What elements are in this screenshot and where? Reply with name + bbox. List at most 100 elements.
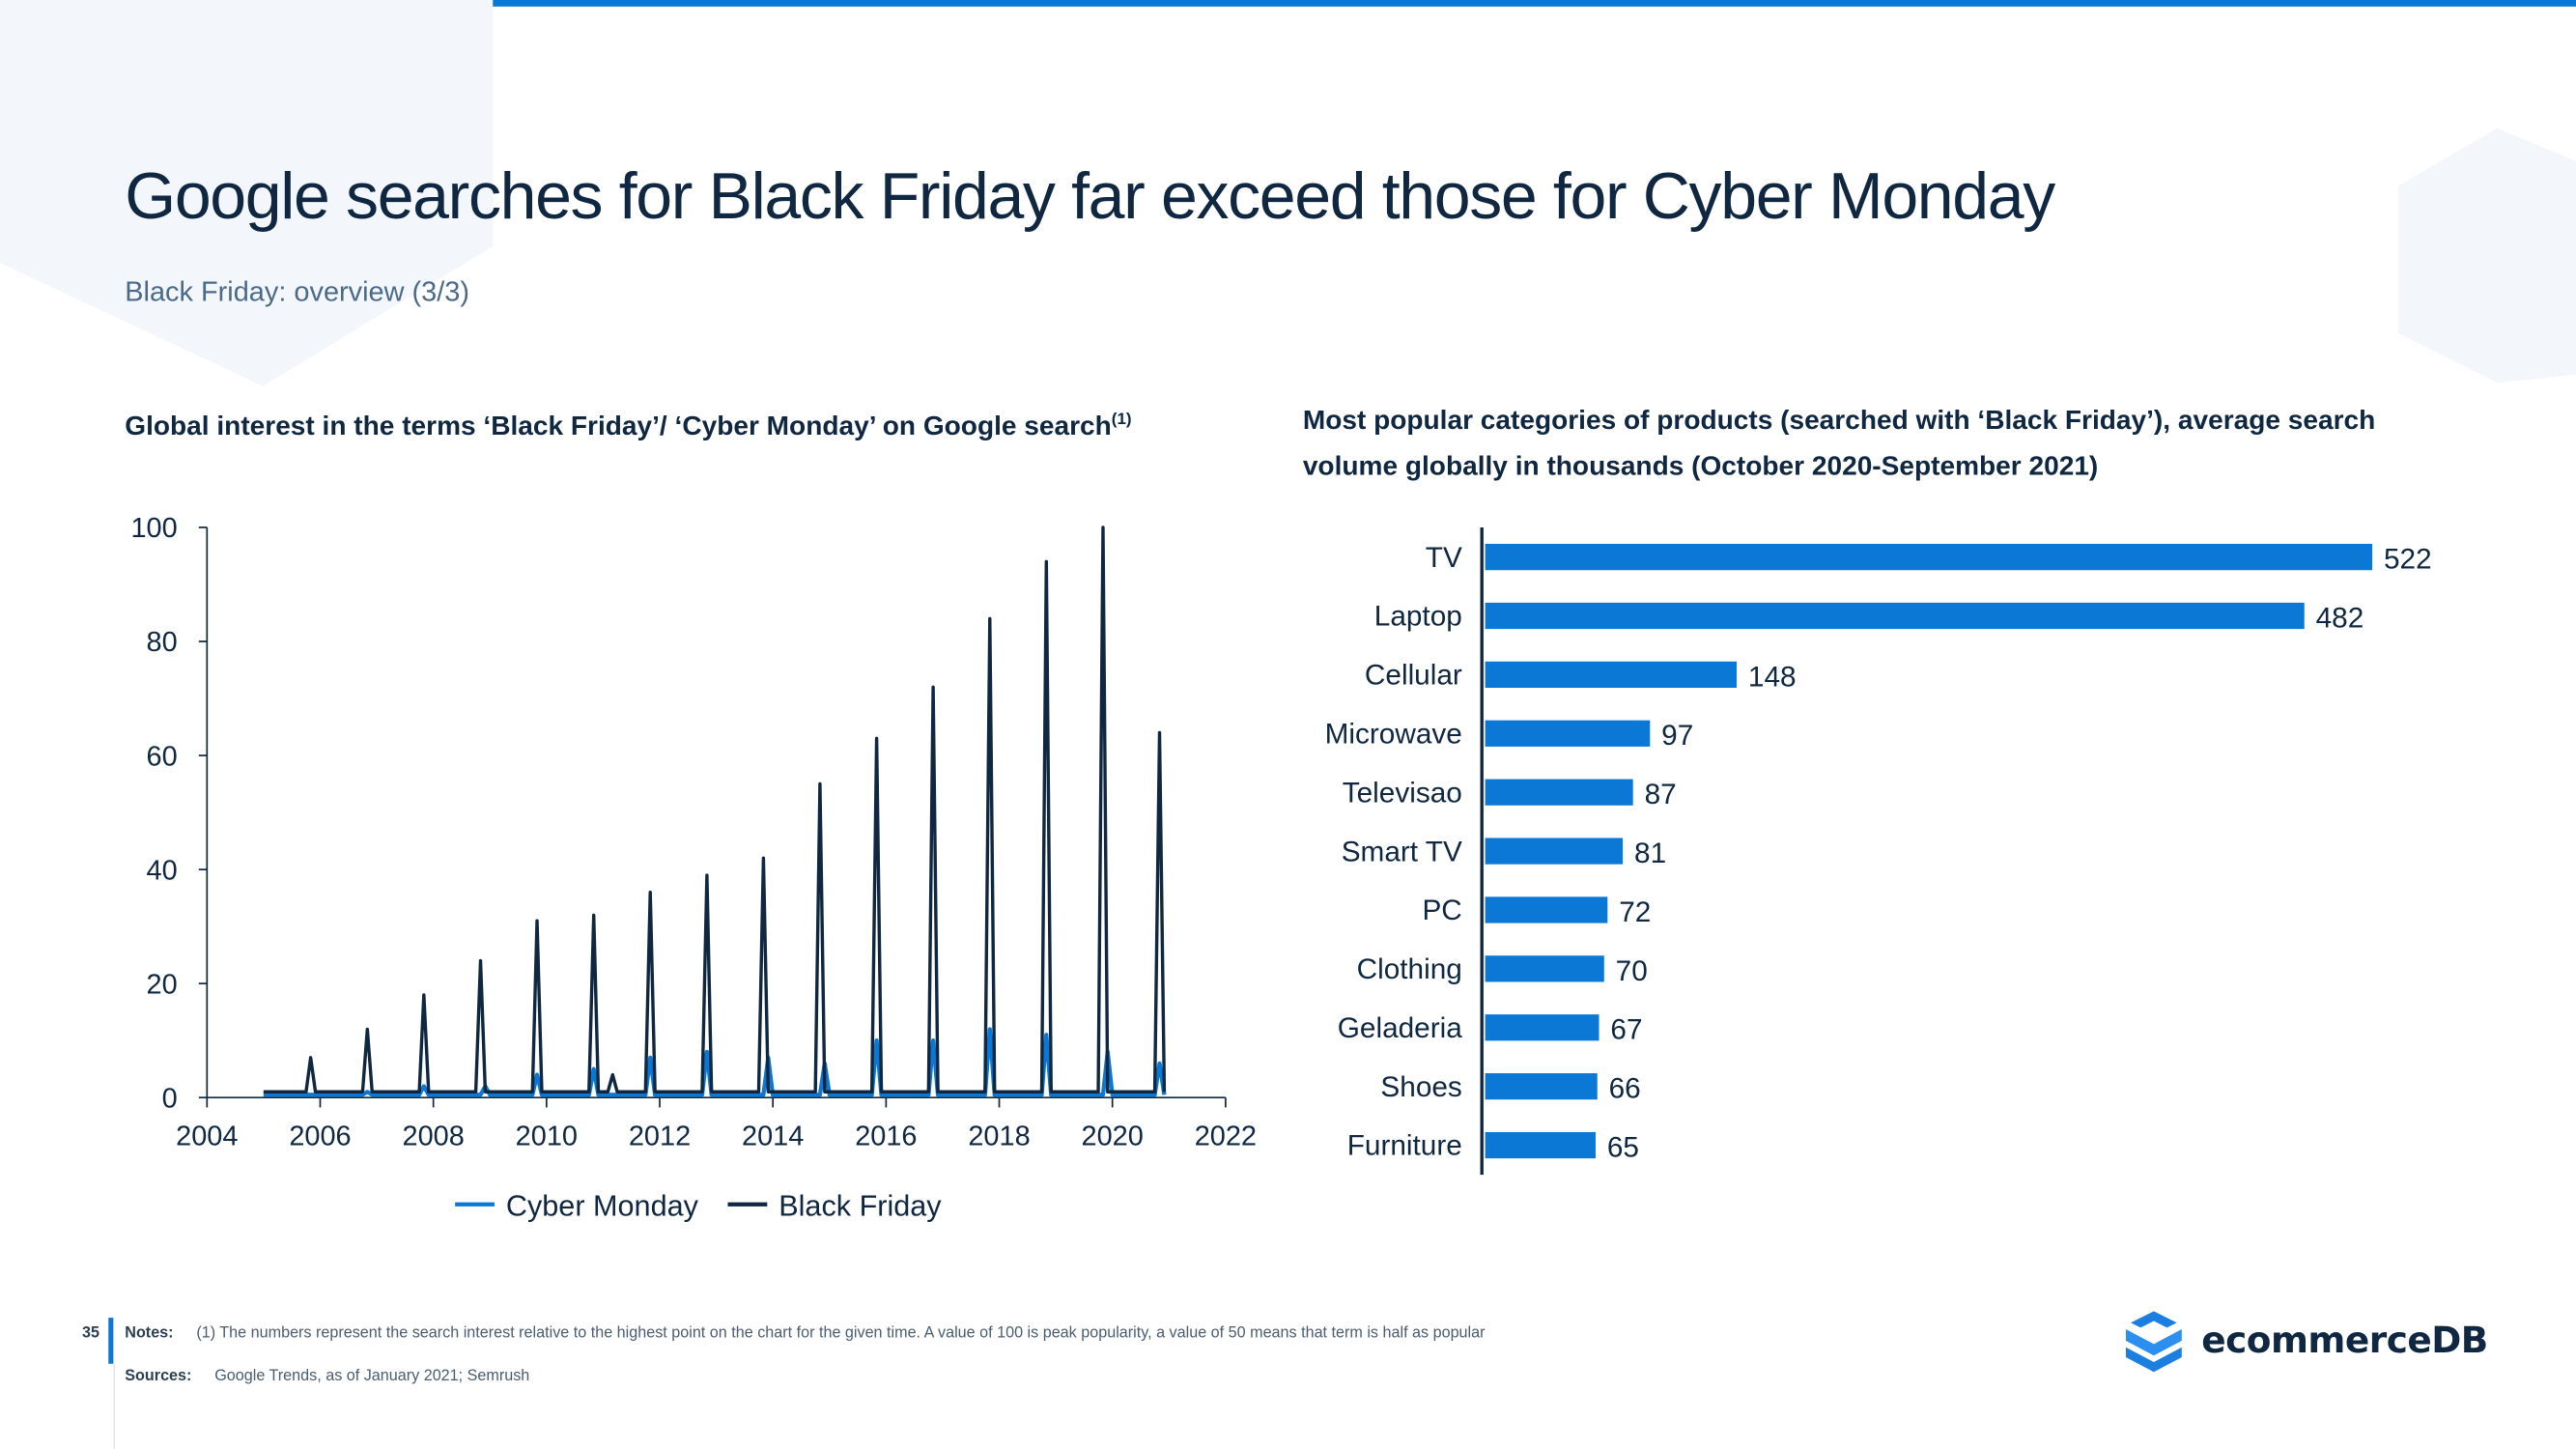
data-point [535,919,539,923]
page-subtitle: Black Friday: overview (3/3) [125,275,470,308]
data-point [875,737,878,740]
data-label: 70 [1616,955,1648,987]
data-point [592,1067,596,1071]
data-label: 66 [1609,1073,1641,1105]
category-label: Geladeria [1338,1012,1462,1044]
category-label: Furniture [1347,1130,1462,1162]
data-label: 87 [1645,779,1677,810]
notes: Notes: (1) The numbers represent the sear… [125,1324,1485,1343]
data-point [648,891,652,895]
series-line-cyber-monday [263,1027,1167,1097]
sources: Sources: Google Trends, as of January 202… [125,1367,529,1385]
data-point [422,1085,426,1088]
page-marker [108,1318,114,1364]
data-label: 148 [1748,661,1797,693]
category-label: Microwave [1325,718,1462,750]
x-tick-label: 2012 [629,1122,691,1152]
data-point [1044,1033,1048,1037]
x-tick-label: 2008 [403,1122,465,1152]
category-label: Laptop [1374,601,1462,633]
bar-furniture [1485,1131,1596,1159]
data-label: 522 [2384,544,2432,576]
bar-televisao [1485,779,1633,806]
y-tick-label: 60 [147,741,178,772]
background-hexagon [0,0,494,386]
data-point [1158,1062,1161,1065]
data-point [365,1028,369,1031]
series-line-black-friday [263,526,1167,1094]
category-label: PC [1422,895,1461,926]
footnote-marker: (1) [1111,411,1132,429]
x-tick-label: 2022 [1195,1122,1257,1152]
y-tick-label: 20 [147,969,178,1000]
line-chart-title: Global interest in the terms ‘Black Frid… [125,398,1131,450]
y-tick-label: 40 [147,855,178,886]
data-label: 81 [1634,838,1666,869]
data-point [875,1038,878,1042]
y-tick-label: 80 [147,627,178,658]
top-accent-bar [0,0,2576,7]
data-point [818,782,822,785]
line-chart: 0 20 40 60 80 100 2004 2006 2008 2010 2012 2014 2016… [130,513,1257,1223]
x-tick-label: 2004 [176,1122,238,1152]
bar-cellular [1485,661,1738,688]
data-label: 482 [2316,602,2364,634]
notes-text: (1) The numbers represent the search int… [196,1323,1486,1343]
category-label: Televisao [1343,777,1462,809]
bar-clothing [1485,955,1604,982]
sources-label: Sources: [125,1367,192,1385]
x-tick-label: 2014 [742,1122,804,1152]
x-tick-label: 2010 [516,1122,578,1152]
logo-icon [2125,1311,2182,1373]
bar-smart-tv [1485,838,1624,865]
bar-laptop [1485,602,2305,630]
data-label: 67 [1610,1014,1642,1046]
sources-text: Google Trends, as of January 2021; Semru… [214,1367,530,1385]
data-point [988,1028,992,1031]
data-point [1101,526,1105,529]
data-point [931,685,935,689]
category-label: Smart TV [1342,836,1462,867]
x-tick-label: 2018 [968,1122,1030,1152]
x-tick-label: 2016 [855,1122,917,1152]
data-point [931,1038,935,1042]
y-tick-label: 0 [162,1083,178,1114]
background-hexagon [2398,128,2576,384]
category-label: Cellular [1365,660,1462,692]
data-point [988,617,992,620]
data-point [705,873,709,877]
data-point [365,1090,369,1094]
legend-label: Black Friday [778,1190,942,1223]
page-title: Google searches for Black Friday far exc… [125,160,2055,234]
data-point [422,993,426,997]
data-point [479,959,482,962]
x-tick-label: 2006 [289,1122,351,1152]
data-point [309,1056,313,1060]
category-label: Shoes [1380,1071,1461,1103]
legend-label: Cyber Monday [506,1190,699,1223]
data-point [648,1056,652,1060]
line-chart-title-text: Global interest in the terms ‘Black Frid… [125,412,1112,441]
logo-text: ecommerceDB [2201,1320,2488,1362]
data-label: 72 [1619,896,1651,928]
data-label: 97 [1661,720,1693,752]
bar-tv [1485,543,2373,571]
bar-pc [1485,896,1608,923]
data-point [309,1093,313,1096]
ecommercedb-logo: ecommerceDB [2123,1308,2488,1374]
data-point [705,1050,709,1054]
category-label: Clothing [1357,953,1462,985]
data-point [762,856,765,860]
data-point [592,913,596,917]
data-point [1044,560,1048,563]
bar-chart: TV 522 Laptop 482 Cellular 148 Microwave 97 Tele… [1325,526,2432,1176]
data-point [610,1073,614,1076]
page-number: 35 [82,1323,100,1343]
bar-shoes [1485,1073,1598,1100]
bar-chart-title: Most popular categories of products (sea… [1302,406,2376,482]
data-point [1158,731,1161,734]
data-point [535,1073,539,1076]
bar-microwave [1485,720,1651,747]
x-tick-label: 2020 [1082,1122,1144,1152]
